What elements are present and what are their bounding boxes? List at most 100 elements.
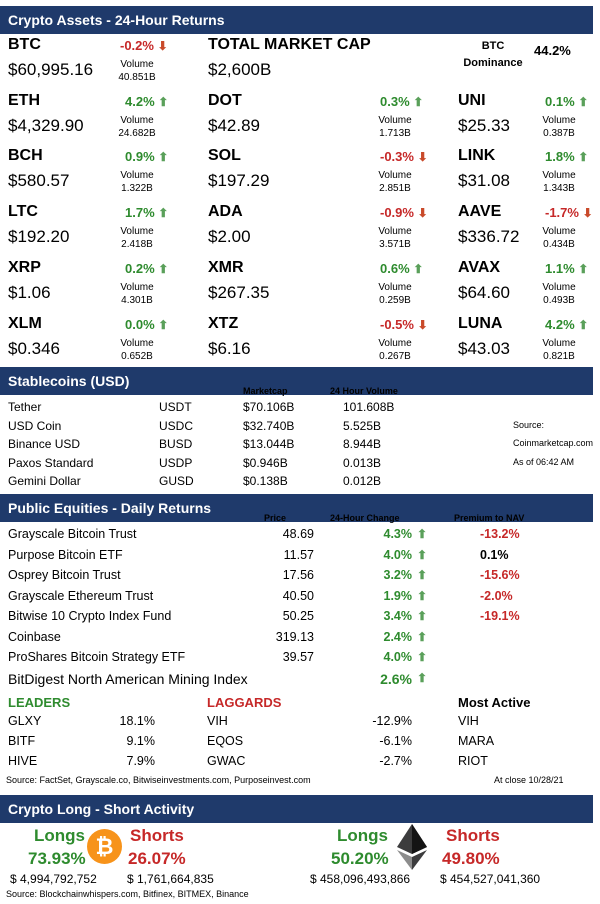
avax-volume-label: Volume xyxy=(542,282,576,293)
laggard-pct: -2.7% xyxy=(379,754,412,768)
btc-longs-label: Longs xyxy=(34,826,85,845)
xtz-volume: 0.267B xyxy=(379,351,411,362)
svg-text:₿: ₿ xyxy=(96,835,114,860)
equities-source: Source: FactSet, Grayscale.co, Bitwisein… xyxy=(6,775,311,785)
stable-asof: As of 06:42 AM xyxy=(513,457,575,467)
eth-price: $4,329.90 xyxy=(8,116,84,135)
arrow-up-icon: ⬆ xyxy=(158,150,169,164)
arrow-up-icon: ⬆ xyxy=(578,150,589,164)
btc-shorts-label: Shorts xyxy=(130,826,184,845)
equity-name: BitDigest North American Mining Index xyxy=(8,670,248,687)
stable-col-volume: 24 Hour Volume xyxy=(330,386,398,396)
equities-row: BitDigest North American Mining Index 2.6… xyxy=(0,671,600,691)
equity-price: 11.57 xyxy=(283,547,314,562)
laggard-pct: -12.9% xyxy=(372,714,412,728)
stable-name: USD Coin xyxy=(8,418,62,433)
btc-dominance-label-2: Dominance xyxy=(463,57,523,69)
equity-premium-nav: -13.2% xyxy=(480,527,520,541)
equities-row: Coinbase 319.13 2.4% ⬆ xyxy=(0,630,600,650)
arrow-up-icon: ⬆ xyxy=(578,262,589,276)
laggard-symbol: GWAC xyxy=(207,754,246,768)
eth-longs-label: Longs xyxy=(337,826,388,845)
xlm-ticker: XLM xyxy=(8,315,42,332)
ltc-price: $192.20 xyxy=(8,227,70,246)
equity-premium-nav: -2.0% xyxy=(480,588,513,603)
arrow-up-icon: ⬆ xyxy=(158,262,169,276)
btc-longs-pct: 73.93% xyxy=(28,849,86,868)
link-ticker: LINK xyxy=(458,147,496,164)
xlm-pct: 0.0% ⬆ xyxy=(125,317,169,332)
leader-symbol: GLXY xyxy=(8,714,42,728)
stable-symbol: GUSD xyxy=(159,474,194,488)
link-volume-label: Volume xyxy=(542,170,576,181)
laggards-label: LAGGARDS xyxy=(207,695,282,710)
equity-price: 40.50 xyxy=(282,588,314,603)
xlm-volume-label: Volume xyxy=(120,338,154,349)
xrp-volume: 4.301B xyxy=(121,295,153,306)
stable-marketcap: $13.044B xyxy=(243,437,295,451)
arrow-up-icon: ⬆ xyxy=(413,95,424,109)
arrow-up-icon: ⬆ xyxy=(417,650,428,664)
sol-volume: 2.851B xyxy=(379,183,411,194)
ltc-volume-label: Volume xyxy=(120,226,154,237)
leader-pct: 7.9% xyxy=(126,754,156,768)
equity-price: 17.56 xyxy=(282,568,314,582)
arrow-up-icon: ⬆ xyxy=(417,629,428,644)
xmr-price: $267.35 xyxy=(208,283,270,302)
stable-row: Gemini Dollar GUSD $0.138B 0.012B xyxy=(0,474,600,492)
uni-price: $25.33 xyxy=(458,116,510,135)
eth-pct: 4.2% ⬆ xyxy=(125,94,169,109)
xtz-price: $6.16 xyxy=(208,339,251,358)
sol-pct: -0.3% ⬇ xyxy=(380,149,428,164)
arrow-up-icon: ⬆ xyxy=(417,588,428,603)
xlm-price: $0.346 xyxy=(8,339,60,358)
arrow-down-icon: ⬇ xyxy=(157,39,168,53)
leader-symbol: BITF xyxy=(8,734,36,748)
xrp-pct: 0.2% ⬆ xyxy=(125,261,169,276)
xrp-price: $1.06 xyxy=(8,283,51,302)
leader-symbol: HIVE xyxy=(8,754,38,768)
leaders-label: LEADERS xyxy=(8,695,71,710)
btc-dominance-label-1: BTC xyxy=(481,40,505,52)
equities-header: Public Equities - Daily Returns xyxy=(0,494,593,522)
link-price: $31.08 xyxy=(458,171,510,190)
stable-col-marketcap: Marketcap xyxy=(243,386,288,396)
aave-pct: -1.7% ⬇ xyxy=(545,205,593,220)
xmr-volume: 0.259B xyxy=(379,295,411,306)
arrow-up-icon: ⬆ xyxy=(578,95,589,109)
laggard-symbol: EQOS xyxy=(207,734,244,748)
arrow-up-icon: ⬆ xyxy=(417,568,428,582)
equity-name: Bitwise 10 Crypto Index Fund xyxy=(8,609,172,623)
arrow-down-icon: ⬇ xyxy=(417,150,428,164)
equity-change: 2.6% xyxy=(380,670,412,687)
uni-volume-label: Volume xyxy=(542,115,576,126)
xrp-ticker: XRP xyxy=(8,259,41,276)
uni-pct: 0.1% ⬆ xyxy=(545,94,589,109)
arrow-up-icon: ⬆ xyxy=(417,527,428,541)
btc-pct: -0.2% ⬇ xyxy=(120,38,168,53)
equities-col-nav: Premium to NAV xyxy=(454,513,525,523)
equity-price: 319.13 xyxy=(275,629,314,644)
dot-volume-label: Volume xyxy=(378,115,412,126)
xmr-ticker: XMR xyxy=(208,259,244,276)
eth-shorts-amount: $ 454,527,041,360 xyxy=(440,872,541,886)
most-active-symbol: VIH xyxy=(458,714,479,728)
eth-shorts-label: Shorts xyxy=(446,826,500,845)
equity-name: ProShares Bitcoin Strategy ETF xyxy=(8,650,186,664)
stable-symbol: USDP xyxy=(159,455,193,470)
aave-volume-label: Volume xyxy=(542,226,576,237)
luna-pct: 4.2% ⬆ xyxy=(545,317,589,332)
eth-ticker: ETH xyxy=(8,92,40,109)
arrow-down-icon: ⬇ xyxy=(417,318,428,332)
laggard-symbol: VIH xyxy=(207,714,228,728)
most-active-symbol: MARA xyxy=(458,734,495,748)
equity-price: 50.25 xyxy=(282,609,314,623)
ltc-volume: 2.418B xyxy=(121,239,153,250)
equity-change: 3.2% xyxy=(383,568,413,582)
aave-price: $336.72 xyxy=(458,227,520,246)
bch-volume: 1.322B xyxy=(121,183,153,194)
stable-volume: 5.525B xyxy=(343,418,382,433)
xmr-pct: 0.6% ⬆ xyxy=(380,261,424,276)
ltc-ticker: LTC xyxy=(8,203,38,220)
eth-volume-label: Volume xyxy=(120,115,154,126)
